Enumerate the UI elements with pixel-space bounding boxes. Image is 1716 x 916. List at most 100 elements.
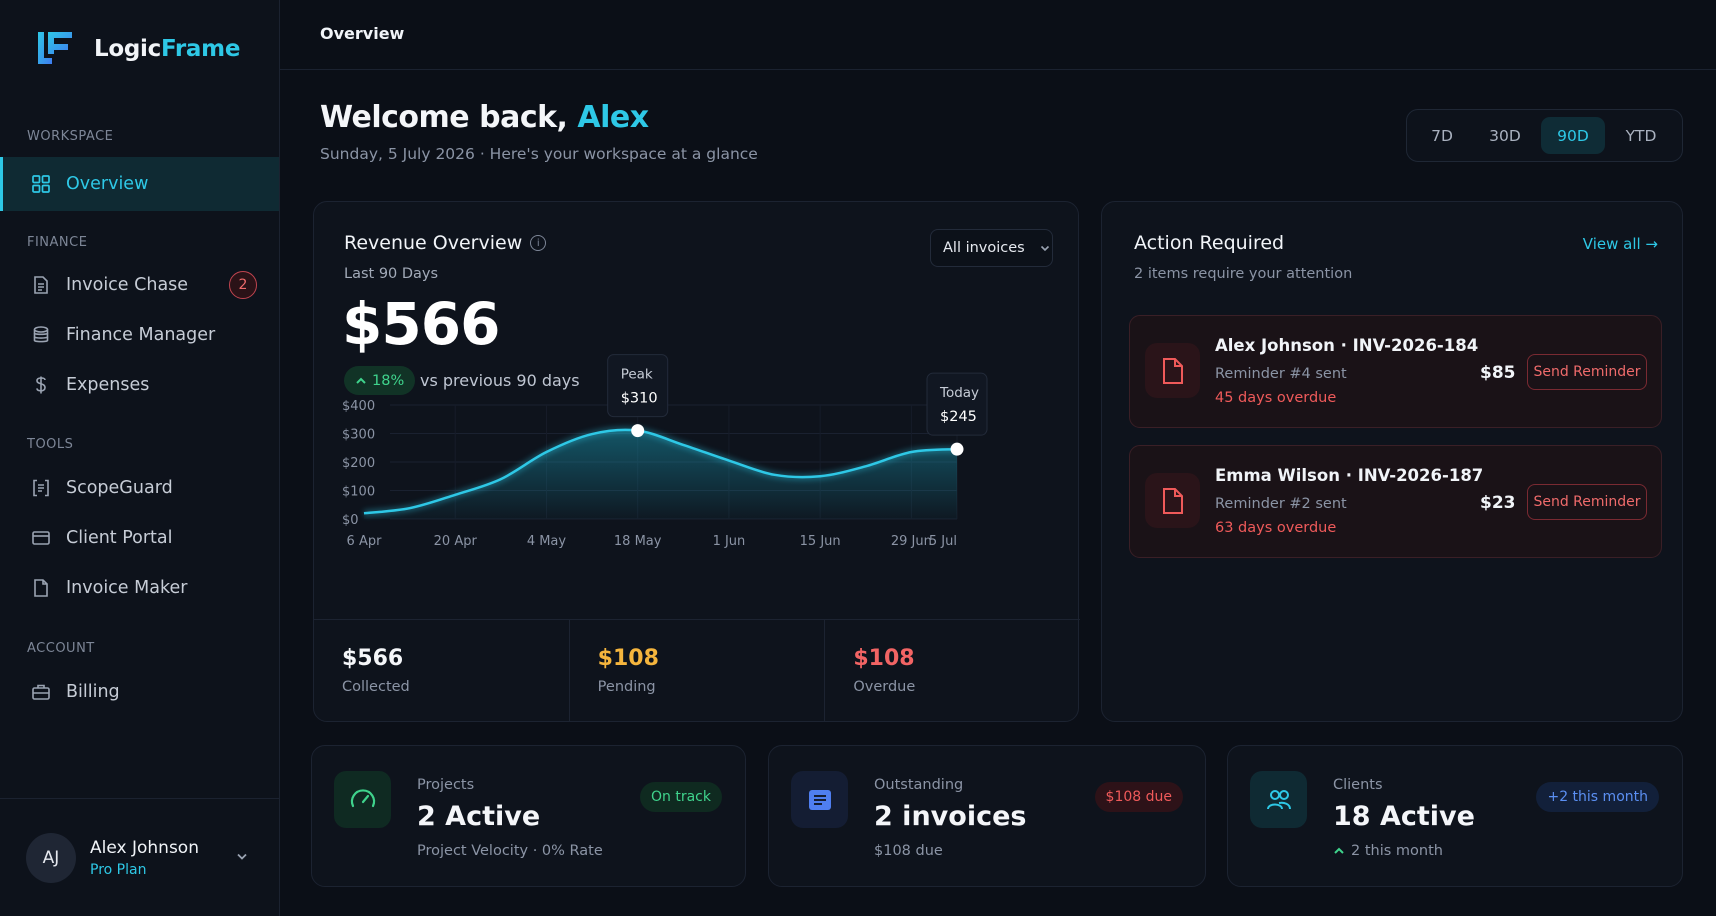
stat-label: Projects <box>417 777 475 793</box>
grid-icon <box>30 173 52 195</box>
sidebar-item-expenses[interactable]: Expenses <box>0 358 279 412</box>
action-subtitle: 2 items require your attention <box>1134 266 1353 282</box>
y-tick-label: $100 <box>342 485 375 500</box>
projects-card[interactable]: Projects 2 Active Project Velocity · 0% … <box>311 745 746 887</box>
annotation-point[interactable] <box>950 442 964 456</box>
sidebar-item-invoice-maker[interactable]: Invoice Maker <box>0 561 279 615</box>
chevron-down-icon[interactable] <box>235 848 249 867</box>
action-item[interactable]: Alex Johnson · INV-2026-184 Reminder #4 … <box>1129 315 1662 428</box>
action-required-card: Action Required 2 items require your att… <box>1101 201 1683 722</box>
sidebar: LogicFrame WORKSPACE Overview FINANCE In… <box>0 0 280 916</box>
chevron-down-icon <box>1040 245 1049 252</box>
stat-label: Overdue <box>853 679 916 695</box>
sidebar-item-finance-manager[interactable]: Finance Manager <box>0 308 279 362</box>
invoice-chase-badge: 2 <box>229 271 257 299</box>
y-tick-label: $0 <box>342 513 359 528</box>
sidebar-item-label: Client Portal <box>66 528 173 548</box>
user-info: Alex Johnson Pro Plan <box>90 838 199 878</box>
range-7d-button[interactable]: 7D <box>1431 126 1453 145</box>
sidebar-item-label: ScopeGuard <box>66 478 173 498</box>
annotation-value: $310 <box>621 391 658 407</box>
revenue-title: Revenue Overview i <box>344 232 547 254</box>
range-30d-button[interactable]: 30D <box>1489 126 1521 145</box>
arrow-up-icon <box>356 377 366 384</box>
sidebar-item-label: Expenses <box>66 375 150 395</box>
sidebar-item-label: Invoice Chase <box>66 275 189 295</box>
send-reminder-button[interactable]: Send Reminder <box>1527 484 1647 520</box>
file-icon <box>30 577 52 599</box>
action-item[interactable]: Emma Wilson · INV-2026-187 Reminder #2 s… <box>1129 445 1662 558</box>
x-tick-label: 6 Apr <box>347 534 383 549</box>
document-icon <box>30 274 52 296</box>
revenue-line <box>363 428 958 515</box>
sidebar-item-scopeguard[interactable]: ScopeGuard <box>0 461 279 515</box>
stat-value: $566 <box>342 646 404 671</box>
stat-foot: $108 due <box>874 843 943 859</box>
stat-collected: $566 Collected <box>314 620 570 722</box>
revenue-overview-card: $0 $100 $200 $300 $400 6 Apr 20 Apr 4 May 18 May… <box>313 201 1080 722</box>
stat-value: 2 Active <box>417 801 541 832</box>
users-icon <box>1250 771 1307 828</box>
stat-pending: $108 Pending <box>570 620 826 722</box>
date-range-selector: 7D 30D 90D YTD <box>1406 109 1683 162</box>
outstanding-card[interactable]: Outstanding 2 invoices $108 due $108 due <box>768 745 1206 887</box>
x-tick-label: 5 Jul <box>929 534 957 549</box>
annotation-tooltip <box>607 354 669 418</box>
sidebar-item-billing[interactable]: Billing <box>0 665 279 719</box>
range-ytd-button[interactable]: YTD <box>1625 126 1657 145</box>
info-icon[interactable]: i <box>530 235 547 251</box>
stat-foot: Project Velocity · 0% Rate <box>417 843 603 859</box>
stat-foot: 2 this month <box>1333 843 1443 859</box>
arrow-up-icon <box>1334 847 1344 854</box>
invoice-filter-select[interactable]: All invoices <box>930 229 1053 267</box>
range-90d-button[interactable]: 90D <box>1541 117 1605 154</box>
sidebar-item-client-portal[interactable]: Client Portal <box>0 511 279 565</box>
document-alert-icon <box>1145 473 1200 528</box>
action-title: Action Required <box>1134 232 1285 254</box>
stat-value: $108 <box>597 646 659 671</box>
user-menu[interactable]: AJ Alex Johnson Pro Plan <box>0 798 279 916</box>
database-icon <box>30 324 52 346</box>
section-label-finance: FINANCE <box>27 235 88 250</box>
y-tick-label: $400 <box>342 399 375 414</box>
sidebar-item-label: Invoice Maker <box>66 578 188 598</box>
sidebar-item-label: Overview <box>66 174 149 194</box>
revenue-period: Last 90 Days <box>344 266 439 282</box>
x-tick-label: 18 May <box>614 534 662 549</box>
revenue-stats: $566 Collected $108 Pending $108 Overdue <box>314 619 1080 722</box>
y-tick-label: $300 <box>342 428 375 443</box>
sidebar-item-label: Finance Manager <box>66 325 216 345</box>
invoice-client: Emma Wilson · INV-2026-187 <box>1215 466 1484 485</box>
sidebar-item-overview[interactable]: Overview <box>0 157 279 211</box>
status-badge: On track <box>640 782 722 812</box>
section-label-workspace: WORKSPACE <box>27 129 114 144</box>
view-all-link[interactable]: View all → <box>1582 235 1658 253</box>
x-tick-label: 4 May <box>527 534 567 549</box>
briefcase-icon <box>30 681 52 703</box>
document-alert-icon <box>1145 343 1200 398</box>
brand[interactable]: LogicFrame <box>34 28 240 70</box>
logo-icon <box>38 32 72 64</box>
stat-value: $108 <box>853 646 915 671</box>
annotation-label: Today <box>939 385 979 401</box>
sidebar-item-invoice-chase[interactable]: Invoice Chase 2 <box>0 258 279 312</box>
overdue-days: 63 days overdue <box>1215 520 1337 536</box>
clients-card[interactable]: Clients 18 Active 2 this month +2 this m… <box>1227 745 1683 887</box>
section-label-tools: TOOLS <box>27 437 74 452</box>
annotation-label: Peak <box>621 367 653 383</box>
annotation-point[interactable] <box>631 424 645 438</box>
growth-comparison: vs previous 90 days <box>420 371 580 390</box>
stat-label: Clients <box>1333 777 1383 793</box>
send-reminder-button[interactable]: Send Reminder <box>1527 354 1647 390</box>
invoice-icon <box>791 771 848 828</box>
stat-label: Pending <box>597 679 656 695</box>
x-tick-label: 20 Apr <box>434 534 478 549</box>
y-tick-label: $200 <box>342 456 375 471</box>
invoice-amount: $23 <box>1480 493 1516 513</box>
bracket-list-icon <box>30 477 52 499</box>
stat-value: 2 invoices <box>874 801 1027 832</box>
growth-badge: 18% <box>344 366 416 395</box>
x-tick-label: 29 Jun <box>891 534 932 549</box>
dollar-icon <box>30 374 52 396</box>
